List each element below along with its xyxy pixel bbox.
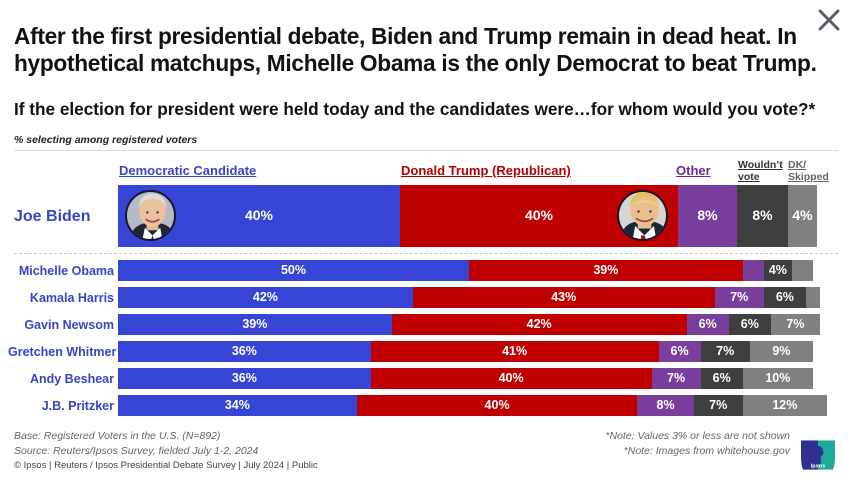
- svg-text:Ipsos: Ipsos: [811, 463, 826, 469]
